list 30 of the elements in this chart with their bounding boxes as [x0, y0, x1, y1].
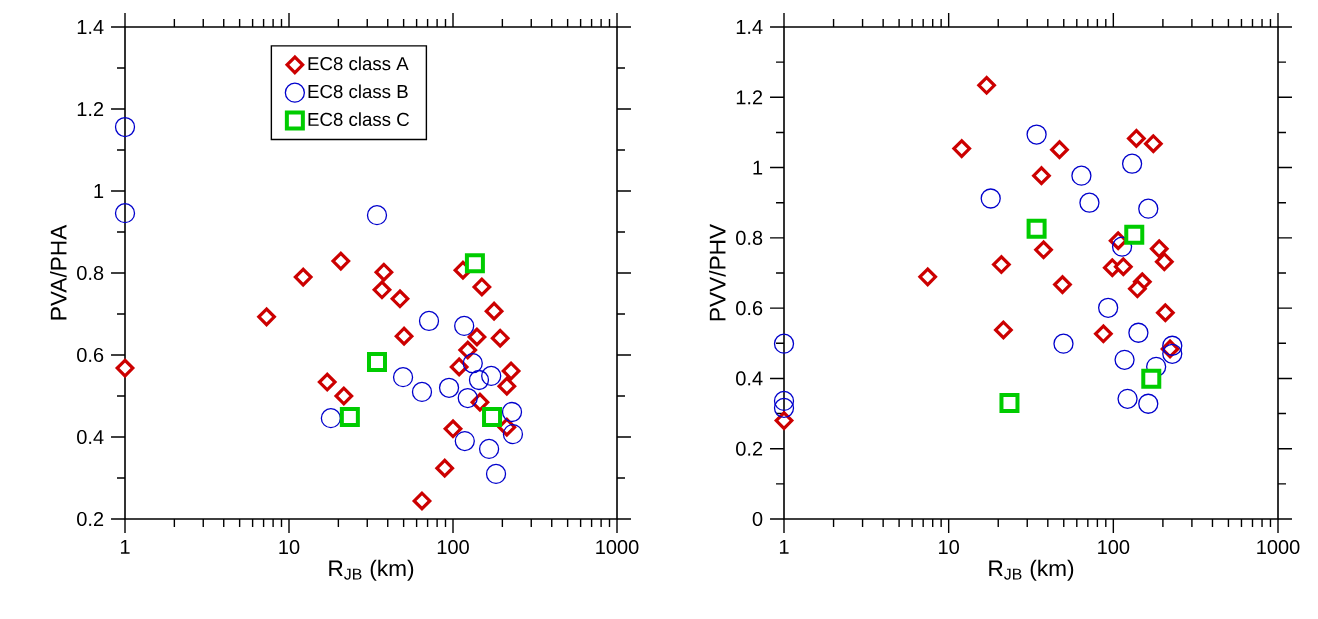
- legend-label: EC8 class C: [308, 112, 409, 127]
- y-tick-label: 1: [94, 184, 104, 198]
- x-tick-label: 100: [1098, 539, 1130, 555]
- y-tick-label: 0.2: [77, 511, 104, 527]
- y-tick-label: 0: [752, 511, 763, 527]
- y-axis-title: PVV/PHV: [709, 223, 726, 321]
- y-tick-label: 1.2: [736, 90, 763, 105]
- legend-label: EC8 class A: [308, 56, 409, 71]
- y-tick-label: 0.2: [736, 441, 763, 456]
- y-axis-title: PVA/PHA: [50, 224, 67, 320]
- x-tick-label: 1000: [1257, 539, 1300, 555]
- y-tick-label: 1.4: [77, 20, 104, 34]
- y-tick-label: 0.8: [736, 230, 763, 245]
- x-tick-label: 1: [120, 539, 130, 554]
- x-axis-title: R$_{JB}$ (km): [329, 559, 414, 581]
- x-tick-label: 10: [939, 539, 959, 555]
- x-axis-title: R$_{JB}$ (km): [989, 559, 1074, 581]
- y-tick-label: 0.6: [77, 347, 104, 363]
- y-tick-label: 0.4: [736, 371, 763, 386]
- y-tick-label: 1.2: [77, 102, 104, 116]
- x-tick-label: 10: [279, 539, 300, 555]
- y-tick-label: 0.4: [77, 429, 104, 445]
- x-tick-label: 1000: [596, 539, 639, 555]
- y-tick-label: 0.6: [736, 301, 763, 316]
- x-tick-label: 100: [437, 539, 469, 555]
- y-tick-label: 1.4: [736, 20, 763, 34]
- legend-label: EC8 class B: [308, 84, 408, 99]
- y-tick-label: 0.8: [77, 265, 104, 281]
- y-tick-label: 1: [753, 160, 763, 175]
- x-tick-label: 1: [779, 539, 789, 554]
